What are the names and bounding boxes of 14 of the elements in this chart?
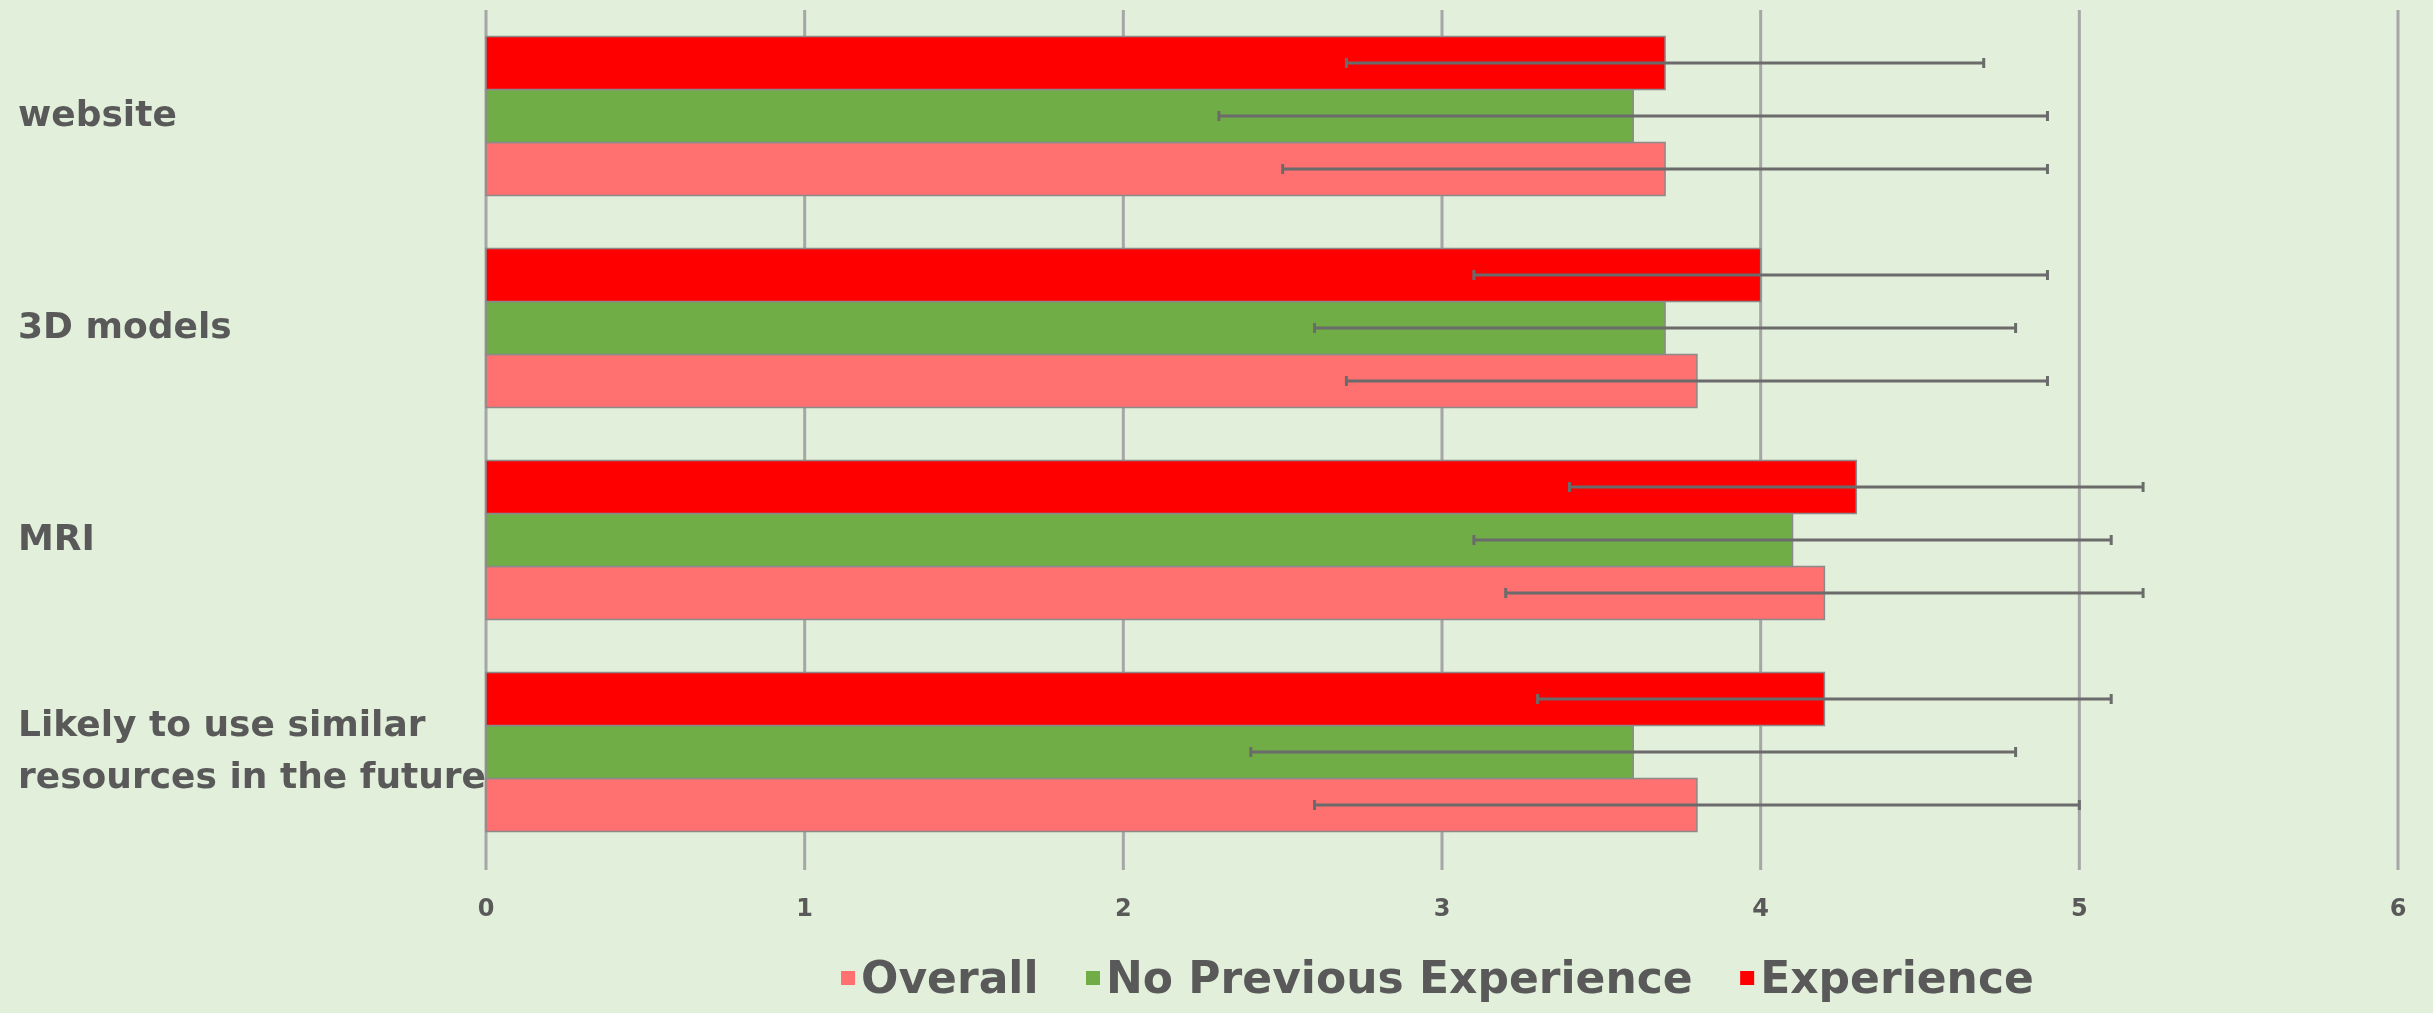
legend-label: No Previous Experience <box>1106 952 1693 1003</box>
x-tick-label: 5 <box>2070 894 2088 922</box>
x-tick-label: 0 <box>477 894 495 922</box>
y-tick-label: Likely to use similar resources in the future <box>18 703 487 796</box>
x-tick-label: 3 <box>1433 894 1451 922</box>
legend-label: Experience <box>1760 952 2034 1003</box>
legend-label: Overall <box>861 952 1039 1003</box>
y-tick-label: MRI <box>18 517 95 558</box>
x-tick-label: 4 <box>1752 894 1770 922</box>
y-tick-label: website <box>18 93 177 134</box>
x-tick-label: 6 <box>2389 894 2407 922</box>
x-tick-label: 2 <box>1114 894 1132 922</box>
x-tick-label: 1 <box>796 894 814 922</box>
y-tick-label: 3D models <box>18 305 232 346</box>
